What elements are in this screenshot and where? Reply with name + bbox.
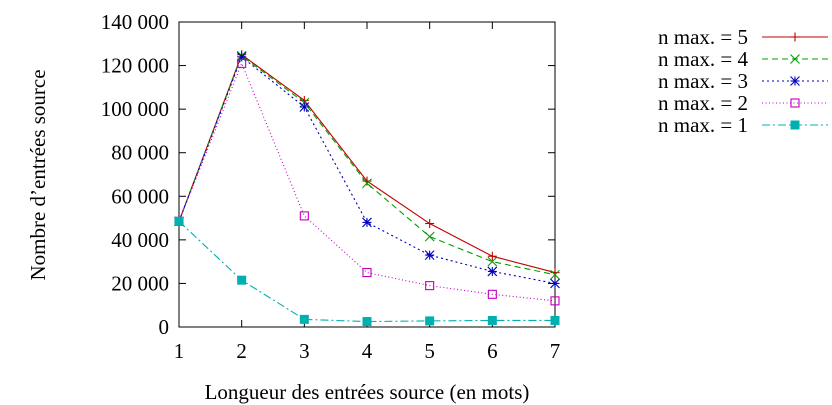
data-point [174, 216, 184, 226]
data-point [424, 250, 435, 260]
legend: n max. = 5n max. = 4n max. = 3n max. = 2… [658, 25, 828, 137]
legend-marker [790, 32, 800, 42]
data-point [550, 269, 560, 280]
legend-marker [790, 54, 800, 64]
data-point [487, 266, 498, 277]
data-point [237, 58, 247, 68]
data-point [425, 219, 435, 229]
y-tick-labels: 0 20 000 40 000 60 000 80 000 100 000 120 000 1… [101, 10, 169, 339]
legend-label: n max. = 1 [658, 113, 748, 137]
legend-marker [790, 76, 800, 86]
x-tick-label: 6 [487, 339, 498, 363]
data-point [487, 315, 497, 325]
series-markers [174, 50, 560, 327]
legend-label: n max. = 5 [658, 25, 748, 49]
data-point [362, 176, 372, 186]
y-tick-label: 140 000 [101, 10, 169, 34]
data-point [550, 268, 560, 278]
y-tick-label: 20 000 [111, 271, 169, 295]
data-point [237, 275, 247, 285]
x-tick-label: 3 [299, 339, 310, 363]
series-line [178, 55, 556, 284]
data-point [236, 51, 247, 62]
x-axis-title: Longueur des entrées source (en mots) [205, 380, 530, 404]
x-tick-label: 5 [424, 339, 435, 363]
data-point [550, 278, 560, 289]
data-point [425, 281, 435, 291]
y-tick-label: 40 000 [111, 228, 169, 252]
x-tick-labels: 1 2 3 4 5 6 7 [174, 339, 561, 363]
axis-ticks [178, 21, 556, 328]
y-tick-label: 100 000 [101, 97, 169, 121]
series-line [178, 53, 556, 274]
series-line [178, 61, 556, 302]
plot-frame [178, 21, 556, 328]
x-tick-label: 1 [174, 339, 185, 363]
data-point [362, 267, 372, 278]
y-tick-label: 60 000 [111, 184, 169, 208]
legend-marker [790, 120, 800, 130]
x-tick-label: 2 [236, 339, 247, 363]
series-line [178, 54, 556, 276]
data-point [487, 251, 497, 261]
y-tick-label: 120 000 [101, 54, 169, 78]
data-point [299, 211, 309, 221]
data-point [299, 314, 309, 324]
legend-marker [790, 98, 800, 108]
x-tick-label: 4 [362, 339, 373, 363]
y-axis-title: Nombre d’entrées source [26, 69, 50, 280]
data-point [550, 315, 560, 325]
data-point [487, 256, 498, 267]
x-tick-label: 7 [550, 339, 561, 363]
data-point [362, 178, 372, 189]
data-point [362, 217, 372, 228]
y-tick-label: 0 [159, 315, 170, 339]
data-point [425, 316, 435, 326]
data-point [487, 289, 497, 299]
series-lines [178, 53, 556, 323]
legend-label: n max. = 3 [658, 69, 748, 93]
legend-label: n max. = 4 [658, 47, 748, 71]
data-point [424, 231, 435, 242]
data-point [550, 296, 560, 306]
y-tick-label: 80 000 [111, 141, 169, 165]
data-point [299, 102, 310, 112]
series-line [178, 220, 555, 323]
data-point [362, 317, 372, 327]
legend-label: n max. = 2 [658, 91, 748, 115]
